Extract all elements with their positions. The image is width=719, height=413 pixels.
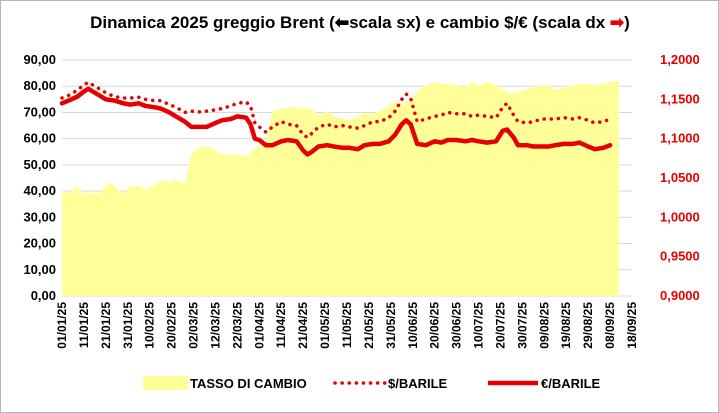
left-tick-label: 10,00 <box>23 262 56 277</box>
title-part-1: Dinamica 2025 greggio Brent ( <box>90 13 335 32</box>
right-tick-label: 1,1000 <box>660 131 700 146</box>
left-tick-label: 40,00 <box>23 183 56 198</box>
x-tick-label: 21/01/25 <box>99 302 113 349</box>
x-tick-label: 09/08/25 <box>537 302 551 349</box>
x-tick-label: 20/02/25 <box>165 302 179 349</box>
x-tick-label: 21/04/25 <box>296 302 310 349</box>
series-area-tasso-di-cambio <box>62 80 619 296</box>
x-tick-label: 11/01/25 <box>77 302 91 348</box>
x-tick-label: 31/05/25 <box>384 302 398 349</box>
title-part-3: ) <box>624 13 630 32</box>
right-tick-label: 0,9500 <box>660 249 700 264</box>
x-tick-label: 30/07/25 <box>515 302 529 349</box>
x-tick-label: 01/05/25 <box>318 302 332 349</box>
x-tick-label: 20/06/25 <box>428 302 442 349</box>
x-tick-label: 10/06/25 <box>406 302 420 349</box>
x-tick-label: 19/08/25 <box>559 302 573 349</box>
right-tick-label: 1,0000 <box>660 209 700 224</box>
left-tick-label: 60,00 <box>23 131 56 146</box>
right-tick-label: 1,2000 <box>660 52 700 67</box>
right-tick-label: 0,9000 <box>660 288 700 303</box>
x-tick-label: 01/01/25 <box>55 302 69 349</box>
left-tick-label: 20,00 <box>23 236 56 251</box>
x-tick-label: 10/02/25 <box>143 302 157 349</box>
arrow-left-circle-icon: ⬅ <box>334 13 349 32</box>
series-area-layer <box>62 80 619 296</box>
chart-title: Dinamica 2025 greggio Brent (⬅scala sx) … <box>90 13 630 32</box>
legend-label-solid: €/BARILE <box>541 376 601 391</box>
x-tick-label: 31/01/25 <box>121 302 135 349</box>
x-tick-label: 29/08/25 <box>581 302 595 349</box>
left-axis-ticks: 0,00 10,00 20,00 30,00 40,00 50,00 60,00 70,00 8… <box>23 52 56 303</box>
arrow-right-circle-icon: ➡ <box>610 13 625 32</box>
x-tick-label: 18/09/25 <box>625 302 639 349</box>
x-axis-ticks: 01/01/25 11/01/25 21/01/25 31/01/25 10/02/25… <box>55 302 639 349</box>
right-tick-label: 1,1500 <box>660 91 700 106</box>
x-tick-label: 01/04/25 <box>252 302 266 349</box>
left-tick-label: 50,00 <box>23 157 56 172</box>
x-tick-label: 02/03/25 <box>187 302 201 349</box>
x-tick-label: 20/07/25 <box>493 302 507 349</box>
left-tick-label: 30,00 <box>23 209 56 224</box>
x-tick-label: 11/05/25 <box>340 302 354 348</box>
x-tick-label: 12/03/25 <box>208 302 222 349</box>
left-tick-label: 0,00 <box>31 288 56 303</box>
left-tick-label: 70,00 <box>23 104 56 119</box>
series-line-layer <box>59 80 613 157</box>
series-line-eur-barile <box>59 86 613 157</box>
x-tick-label: 21/05/25 <box>362 302 376 349</box>
left-tick-label: 80,00 <box>23 78 56 93</box>
legend-label-dotted: $/BARILE <box>388 376 448 391</box>
x-tick-label: 08/09/25 <box>603 302 617 349</box>
legend-swatch-area <box>143 376 188 390</box>
legend: TASSO DI CAMBIO $/BARILE €/BARILE <box>143 376 601 391</box>
right-tick-label: 1,0500 <box>660 170 700 185</box>
x-tick-label: 22/03/25 <box>230 302 244 349</box>
series-line-usd-barile <box>60 80 612 140</box>
x-tick-label: 30/06/25 <box>450 302 464 349</box>
legend-label-area: TASSO DI CAMBIO <box>190 376 307 391</box>
left-tick-label: 90,00 <box>23 52 56 67</box>
right-axis-ticks: 0,9000 0,9500 1,0000 1,0500 1,1000 1,1500 1,20… <box>660 52 700 303</box>
x-tick-label: 11/04/25 <box>274 302 288 348</box>
x-tick-label: 10/07/25 <box>472 302 486 349</box>
title-part-2: scala sx) e cambio $/€ (scala dx <box>349 13 610 32</box>
